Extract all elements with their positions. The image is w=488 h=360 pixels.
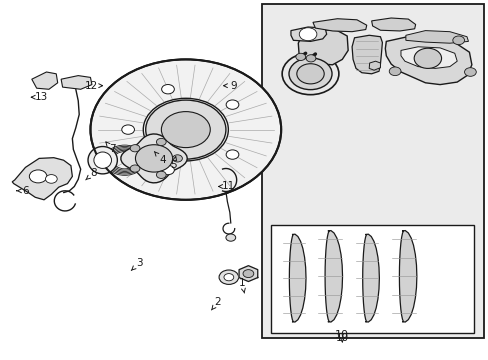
Ellipse shape [94,152,111,168]
Polygon shape [368,61,380,70]
Circle shape [130,165,140,172]
Circle shape [464,68,475,76]
Circle shape [282,53,338,95]
Circle shape [162,85,174,94]
Circle shape [130,145,140,152]
Polygon shape [289,234,305,322]
Polygon shape [32,72,58,89]
Circle shape [299,28,316,41]
Circle shape [288,58,331,90]
Text: 8: 8 [85,168,97,180]
Polygon shape [362,234,379,322]
Text: 9: 9 [223,81,237,91]
Circle shape [388,67,400,76]
Text: 10: 10 [335,333,348,343]
Polygon shape [121,134,187,183]
Polygon shape [351,35,382,74]
Text: 2: 2 [211,297,221,310]
Polygon shape [385,36,471,85]
Text: 10: 10 [335,330,348,340]
Polygon shape [405,31,468,43]
Circle shape [296,64,324,84]
Text: 5: 5 [170,157,177,170]
Circle shape [29,170,47,183]
Circle shape [305,55,315,62]
Polygon shape [61,76,92,89]
Bar [271,225,473,333]
Text: 13: 13 [31,92,48,102]
Text: 1: 1 [238,278,245,293]
Ellipse shape [88,147,117,174]
Circle shape [156,171,166,179]
Polygon shape [298,30,347,68]
Circle shape [156,138,166,145]
Circle shape [145,100,225,159]
Polygon shape [290,27,326,41]
Circle shape [219,270,238,284]
Circle shape [90,59,281,200]
Circle shape [162,165,174,175]
Polygon shape [239,266,257,282]
Circle shape [122,125,134,134]
Circle shape [243,270,253,278]
Circle shape [413,48,441,68]
Polygon shape [371,18,415,31]
Polygon shape [325,231,342,322]
Polygon shape [399,231,416,322]
Polygon shape [12,158,72,200]
Text: 11: 11 [218,181,235,192]
Text: 4: 4 [154,152,165,165]
Circle shape [225,100,238,109]
Circle shape [135,145,172,172]
Circle shape [225,234,235,241]
Circle shape [161,112,210,148]
Text: 3: 3 [131,258,142,270]
Circle shape [45,175,57,183]
Bar [261,4,483,338]
Text: 12: 12 [85,81,102,91]
Circle shape [225,150,238,159]
Text: 7: 7 [105,142,116,154]
Polygon shape [400,47,456,68]
Circle shape [452,36,464,45]
Circle shape [224,274,233,281]
Circle shape [172,155,182,162]
Circle shape [295,53,305,60]
Polygon shape [312,19,366,32]
Text: 6: 6 [17,186,29,196]
